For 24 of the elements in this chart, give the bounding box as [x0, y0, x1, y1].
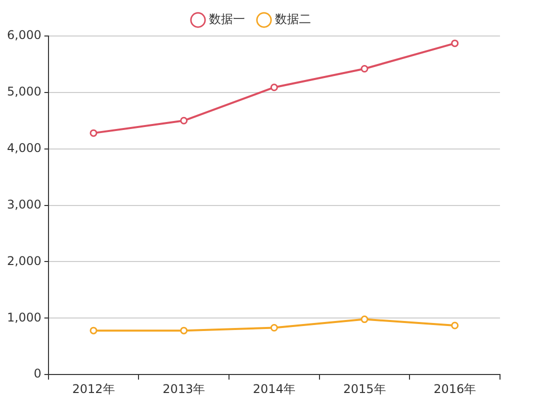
point — [360, 64, 368, 72]
x-tick-label: 2014年 — [252, 382, 296, 396]
x-tick-label: 2016年 — [434, 382, 476, 396]
y-tick-label: 1,000 — [6, 310, 42, 324]
point — [180, 116, 188, 124]
legend-label: 数据二 — [275, 12, 311, 26]
point — [360, 316, 368, 324]
y-tick-label: 2,000 — [6, 254, 42, 268]
point — [270, 324, 278, 332]
legend-label: 数据一 — [209, 12, 245, 26]
point — [451, 40, 459, 48]
point — [451, 322, 459, 330]
x-tick-label: 2013年 — [162, 382, 206, 396]
point — [90, 326, 98, 334]
y-tick-label: 3,000 — [6, 197, 42, 212]
y-tick-label: 0 — [34, 366, 42, 381]
y-tick-label: 4,000 — [6, 140, 42, 155]
y-tick-label: 5,000 — [6, 84, 42, 99]
point — [180, 326, 188, 334]
y-tick-label: 6,000 — [6, 28, 42, 42]
point — [270, 84, 278, 92]
x-tick-label: 2015年 — [343, 382, 386, 396]
x-tick-label: 2012年 — [72, 382, 115, 396]
point — [90, 129, 98, 137]
